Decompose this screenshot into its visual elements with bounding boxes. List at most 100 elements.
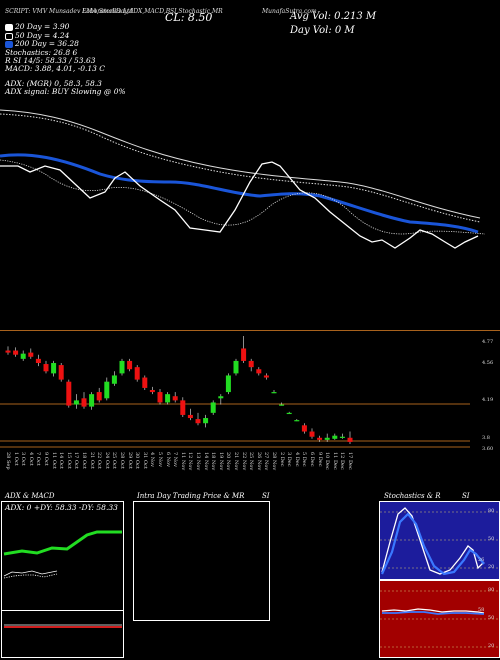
candle-body — [73, 400, 79, 405]
rsi-value: 58 — [478, 607, 485, 613]
candle-body — [294, 420, 300, 422]
adx-green-line — [3, 530, 122, 556]
candle-body — [324, 437, 330, 440]
date-label: 24 Oct — [103, 452, 110, 469]
rsi-panel: 80 50 20 58 — [379, 580, 500, 658]
blue-line-swatch-icon — [5, 40, 13, 48]
candle-body — [203, 418, 209, 424]
candle-body — [157, 392, 163, 403]
date-label: 27 Nov — [263, 452, 270, 471]
candle-body — [225, 375, 231, 393]
date-label: 6 Nov — [164, 452, 171, 467]
chart-header-source: MunafaSutra.com — [262, 8, 317, 15]
candle-body — [210, 402, 216, 413]
candle-body — [233, 360, 239, 374]
candle-body — [241, 348, 247, 361]
stoch-axis-80: 80 — [488, 508, 495, 514]
candle-body — [51, 363, 57, 374]
date-label: 5 Nov — [157, 452, 163, 467]
rsi-blue-line — [382, 611, 485, 615]
candle-body — [104, 381, 110, 399]
date-label: 14 Nov — [202, 452, 209, 471]
candle-body — [96, 392, 102, 401]
candle-body — [165, 394, 171, 403]
date-label: 29 Oct — [126, 452, 133, 469]
legend-ema200: 200 Day = 36.28 — [5, 39, 79, 48]
candle-body — [195, 419, 201, 424]
chart-header-indicators-2: SI,Stochastic,MR — [170, 8, 223, 15]
date-label: 7 Oct — [35, 452, 42, 466]
date-label: 25 Oct — [111, 452, 118, 469]
price-tick-3: 4.19 — [482, 397, 494, 403]
date-label: 28 Sep — [5, 452, 11, 470]
candle-body — [286, 412, 292, 415]
candles-group — [5, 336, 353, 444]
date-label: 25 Nov — [248, 452, 255, 471]
date-label: 11 Nov — [179, 452, 186, 471]
adx-panel-title: ADX & MACD — [5, 492, 55, 500]
candle-body — [271, 392, 277, 394]
dashed-line-swatch-icon — [5, 32, 13, 40]
candle-body — [20, 353, 26, 359]
stochastics-panel: 80 50 20 26 — [379, 501, 500, 580]
ema200-dotted-line — [0, 113, 481, 223]
date-label: 4 Dec — [293, 452, 300, 467]
date-label: 18 Nov — [210, 452, 217, 471]
candle-body — [149, 390, 155, 393]
avg-volume-label: Avg Vol: 0.213 M — [290, 11, 377, 22]
date-label: 28 Nov — [271, 452, 277, 471]
rsi-axis-80: 80 — [488, 587, 495, 593]
legend-ema50: 50 Day = 4.24 — [5, 31, 69, 40]
rsi-white-line — [381, 608, 485, 614]
candle-body — [279, 404, 285, 406]
ema20-dashed-line — [0, 159, 486, 235]
candle-body — [180, 400, 186, 415]
stoch-axis-50: 50 — [488, 536, 495, 542]
candle-body — [332, 435, 338, 439]
legend-ema20: 20 Day = 3.90 — [5, 22, 69, 31]
rsi-lines — [380, 590, 499, 648]
adx-panel: ADX: 0 +DY: 58.33 -DY: 58.33 — [1, 501, 124, 611]
date-label: 22 Oct — [96, 452, 103, 469]
candle-body — [119, 360, 125, 374]
adx-dashed-line — [3, 573, 58, 579]
candle-body — [5, 350, 11, 353]
candle-body — [81, 398, 87, 407]
date-label: 21 Oct — [88, 452, 95, 469]
white-line-swatch-icon — [5, 23, 13, 31]
price-white-line — [0, 161, 479, 249]
date-label: 3 Dec — [286, 452, 293, 467]
candle-body — [89, 394, 95, 407]
date-label: 19 Nov — [217, 452, 224, 471]
date-label: 20 Nov — [225, 452, 232, 471]
day-volume-label: Day Vol: 0 M — [290, 25, 355, 36]
candle-body — [111, 375, 117, 384]
intraday-panel — [133, 501, 270, 621]
date-label: 14 Oct — [58, 452, 65, 469]
candle-body — [43, 364, 49, 372]
candle-body — [134, 367, 140, 380]
candle-body — [263, 375, 269, 378]
ema200-outer-line — [0, 109, 481, 219]
macd-panel — [1, 610, 124, 658]
intraday-si-label: SI — [262, 492, 270, 500]
ema-lines-chart — [0, 109, 486, 249]
chart-header-title: SCRIPT: VMV Munsadev Laboratories Ltd — [5, 8, 134, 15]
date-label: 12 Nov — [187, 452, 194, 471]
date-label: 18 Oct — [81, 452, 87, 469]
candle-body — [309, 431, 315, 437]
date-label: 21 Nov — [233, 452, 239, 471]
legend-stochastics: Stochastics: 26.8 6 — [5, 48, 78, 57]
date-label: 6 Dec — [309, 452, 315, 467]
adx-white-line — [3, 570, 58, 577]
price-tick-4: 3.8 — [482, 435, 490, 441]
close-price-label: CL: 8.50 — [165, 11, 213, 24]
date-label: 17 Oct — [73, 452, 80, 469]
date-label: 13 Nov — [195, 452, 201, 471]
date-label: 4 Oct — [27, 452, 34, 466]
stochastics-panel-title: Stochastics & R — [384, 492, 441, 500]
candle-body — [301, 425, 307, 432]
date-label: 15 Oct — [65, 452, 72, 469]
date-label: 9 Dec — [316, 452, 323, 467]
stochastics-si-label: SI — [462, 492, 470, 500]
